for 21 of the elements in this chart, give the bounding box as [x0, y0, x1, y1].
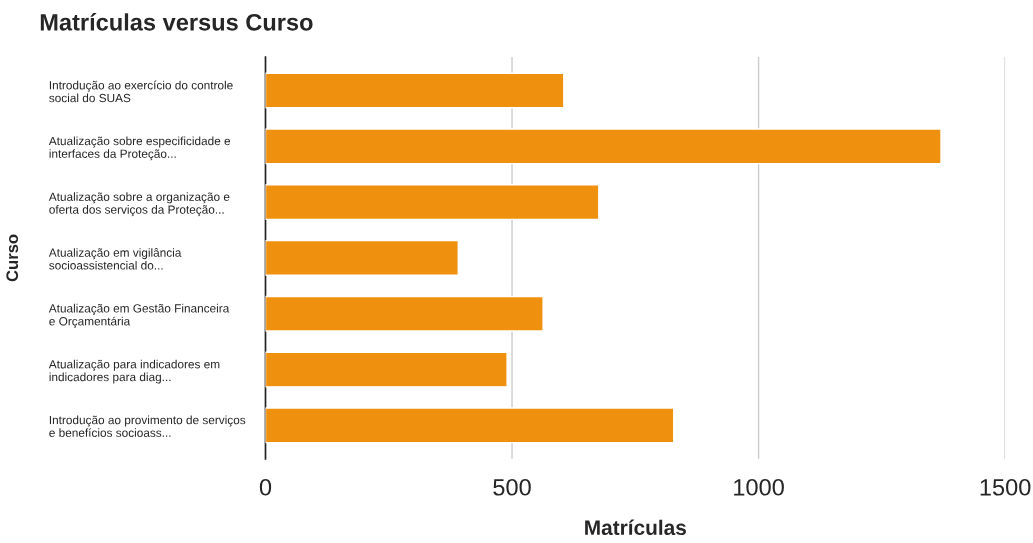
y-tick-label: Atualização em Gestão Financeira e Orçamentária [48, 303, 230, 328]
y-tick-label: Introdução ao exercício do controle social do SUAS [49, 80, 233, 103]
bar [265, 351, 508, 388]
y-tick-label: Atualização sobre a organização e oferta dos serviços da Proteção... [48, 192, 230, 217]
bar [265, 184, 600, 221]
x-tick-label: 0 [259, 478, 272, 496]
y-tick-label: Atualização sobre especificidade e interfaces da Proteção... [48, 136, 231, 161]
bar [265, 72, 565, 109]
y-tick-label: Introdução ao provimento de serviços e benefícios socioass... [49, 415, 246, 437]
x-axis-title: Matrículas [585, 519, 686, 536]
bar [265, 128, 942, 165]
x-tick-label: 1000 [734, 478, 784, 496]
y-tick-label: Atualização em vigilância socioassistencial do... [48, 248, 182, 270]
y-tick-label: Atualização para indicadores em indicadores para diag... [48, 359, 220, 384]
bar [265, 407, 675, 444]
y-axis-title: Curso [6, 234, 19, 282]
chart-title: Matrículas versus Curso [40, 13, 313, 31]
bar [265, 239, 459, 276]
x-tick-label: 500 [493, 478, 531, 496]
bar [265, 295, 544, 332]
x-tick-label: 1500 [980, 478, 1031, 496]
